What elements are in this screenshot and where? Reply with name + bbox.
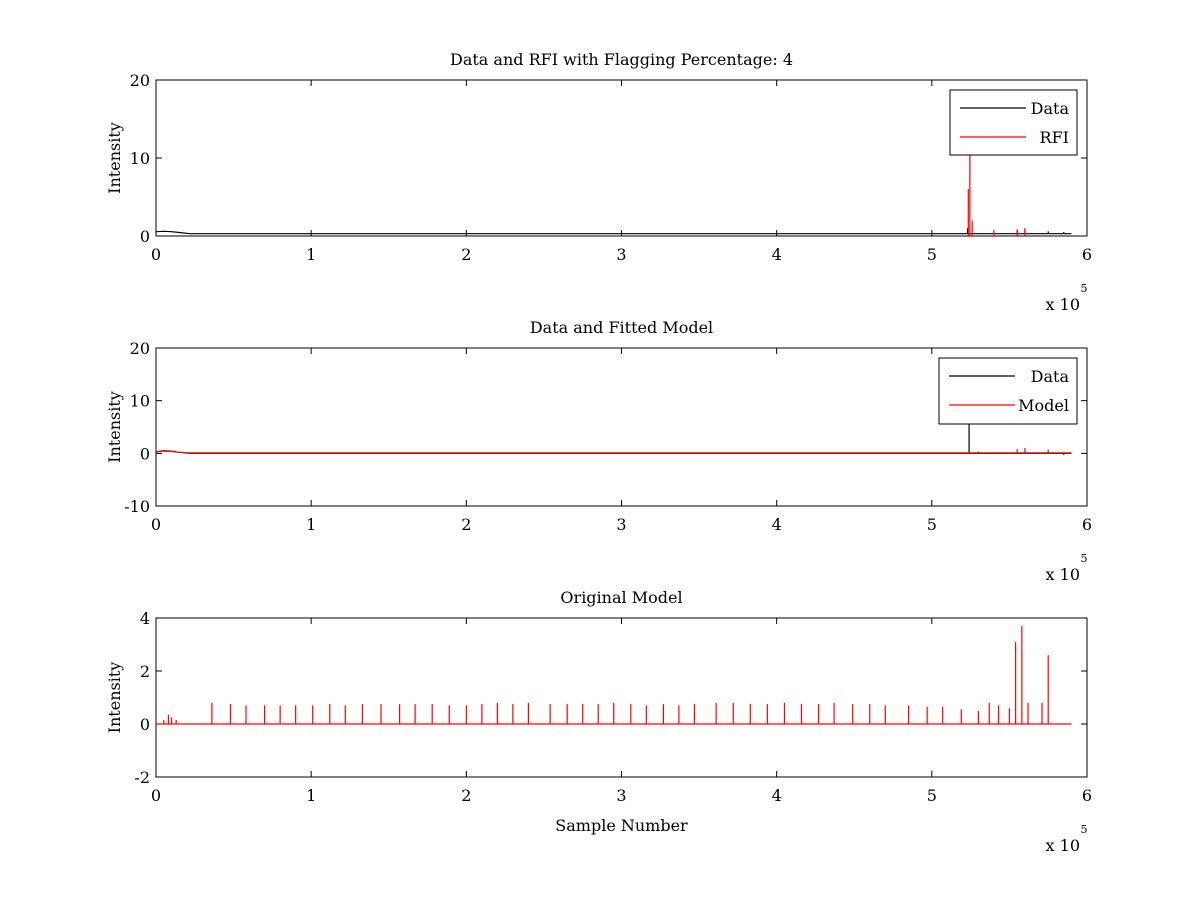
x-multiplier: x 10	[1046, 565, 1080, 584]
x-tick-label: 3	[616, 245, 626, 264]
legend-label: Data	[1031, 99, 1070, 118]
x-tick-label: 2	[461, 786, 471, 805]
x-tick-label: 4	[772, 786, 782, 805]
x-tick-label: 1	[306, 786, 316, 805]
legend-label: RFI	[1040, 128, 1069, 147]
chart-title: Original Model	[560, 588, 682, 607]
x-tick-label: 2	[461, 245, 471, 264]
x-tick-label: 5	[927, 786, 937, 805]
x-tick-label: 3	[616, 515, 626, 534]
legend: Data RFI	[949, 89, 1078, 156]
chart-title: Data and Fitted Model	[530, 318, 713, 337]
y-tick-label: 20	[130, 339, 150, 358]
y-tick-label: 4	[140, 609, 150, 628]
x-tick-label: 5	[927, 245, 937, 264]
y-tick-label: -2	[134, 768, 150, 787]
x-multiplier-exponent: 5	[1081, 282, 1088, 295]
legend-box	[938, 357, 1078, 425]
x-tick-label: 4	[772, 515, 782, 534]
x-tick-label: 1	[306, 245, 316, 264]
y-tick-label: 10	[130, 149, 150, 168]
y-tick-label: 20	[130, 71, 150, 90]
x-tick-label: 2	[461, 515, 471, 534]
x-tick-label: 0	[151, 515, 161, 534]
x-tick-label: 6	[1082, 245, 1092, 264]
series-line	[155, 450, 1072, 454]
x-tick-label: 0	[151, 245, 161, 264]
legend-label: Model	[1018, 396, 1069, 415]
x-multiplier-exponent: 5	[1081, 552, 1088, 565]
x-tick-label: 6	[1082, 786, 1092, 805]
x-axis-label: Sample Number	[555, 816, 688, 835]
y-tick-label: 0	[140, 715, 150, 734]
x-multiplier-exponent: 5	[1081, 823, 1088, 836]
x-tick-label: 4	[772, 245, 782, 264]
legend: Data Model	[938, 357, 1078, 425]
x-tick-label: 3	[616, 786, 626, 805]
y-tick-label: 0	[140, 227, 150, 246]
y-axis-label: Intensity	[105, 122, 124, 194]
x-tick-label: 5	[927, 515, 937, 534]
x-tick-label: 1	[306, 515, 316, 534]
x-tick-label: 0	[151, 786, 161, 805]
x-multiplier: x 10	[1046, 295, 1080, 314]
y-tick-label: 0	[140, 444, 150, 463]
y-axis-label: Intensity	[105, 662, 124, 734]
y-axis-label: Intensity	[105, 391, 124, 463]
chart-title: Data and RFI with Flagging Percentage: 4	[450, 50, 793, 69]
series-line	[155, 230, 1072, 235]
x-tick-label: 6	[1082, 515, 1092, 534]
y-tick-label: -10	[124, 497, 150, 516]
y-tick-label: 2	[140, 662, 150, 681]
legend-label: Data	[1031, 367, 1070, 386]
x-multiplier: x 10	[1046, 836, 1080, 855]
y-tick-label: 10	[130, 392, 150, 411]
legend-box	[949, 89, 1078, 156]
